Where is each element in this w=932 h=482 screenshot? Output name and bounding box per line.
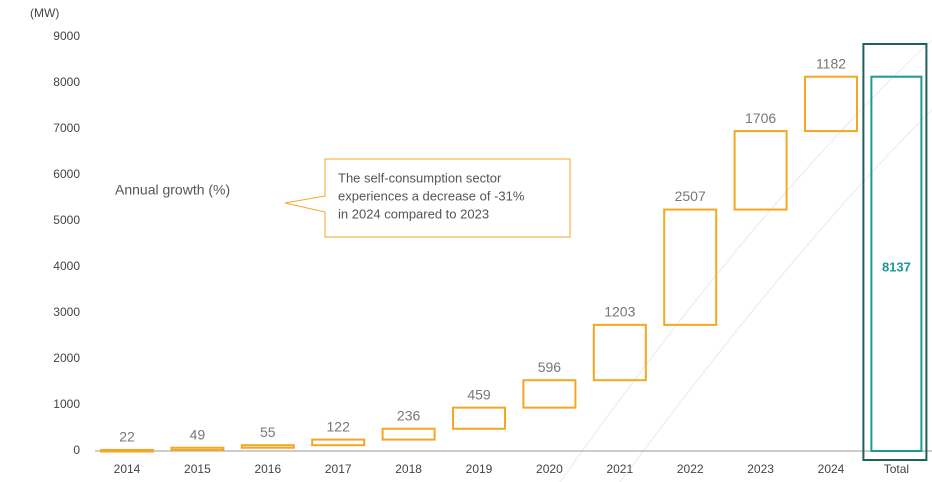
value-label: 122 xyxy=(327,418,351,434)
bar xyxy=(733,130,788,211)
total-bar xyxy=(870,75,923,452)
x-tick-label: 2024 xyxy=(818,462,845,476)
bar xyxy=(100,448,154,453)
y-tick-label: 9000 xyxy=(53,29,80,43)
y-tick-label: 4000 xyxy=(53,259,80,273)
bar xyxy=(522,379,577,409)
x-tick-label: 2022 xyxy=(677,462,704,476)
y-tick-label: 6000 xyxy=(53,167,80,181)
total-value-label: 8137 xyxy=(882,259,911,274)
background-arc xyxy=(619,109,932,482)
y-tick-label: 8000 xyxy=(53,75,80,89)
value-label: 22 xyxy=(119,429,135,445)
total-frame xyxy=(862,43,928,461)
value-label: 459 xyxy=(467,386,491,402)
value-label: 49 xyxy=(190,426,206,442)
x-tick-label: 2015 xyxy=(184,462,211,476)
y-tick-label: 7000 xyxy=(53,121,80,135)
value-label: 2507 xyxy=(675,188,706,204)
x-tick-label: 2019 xyxy=(466,462,493,476)
side-label: Annual growth (%) xyxy=(115,182,230,198)
bar xyxy=(240,444,295,449)
bar xyxy=(592,323,647,382)
x-tick-label: 2018 xyxy=(395,462,422,476)
value-label: 1203 xyxy=(604,304,635,320)
bar xyxy=(381,427,436,441)
x-tick-label: 2020 xyxy=(536,462,563,476)
bar xyxy=(804,75,858,133)
y-tick-label: 0 xyxy=(73,443,80,457)
bar xyxy=(452,406,506,430)
annotation-line: in 2024 compared to 2023 xyxy=(338,206,489,221)
callout-box xyxy=(284,158,571,238)
background-arc xyxy=(559,39,932,482)
y-tick-label: 2000 xyxy=(53,351,80,365)
x-tick-label: 2016 xyxy=(254,462,281,476)
y-tick-label: 1000 xyxy=(53,397,80,411)
bar xyxy=(170,446,225,451)
bar xyxy=(663,208,718,326)
x-tick-label: 2014 xyxy=(114,462,141,476)
y-axis-unit: (MW) xyxy=(30,6,59,20)
x-tick-label: 2017 xyxy=(325,462,352,476)
value-label: 236 xyxy=(397,407,421,423)
annotation-line: experiences a decrease of -31% xyxy=(338,188,525,203)
x-tick-label: 2021 xyxy=(606,462,633,476)
value-label: 55 xyxy=(260,424,276,440)
y-tick-label: 3000 xyxy=(53,305,80,319)
y-tick-label: 5000 xyxy=(53,213,80,227)
value-label: 1182 xyxy=(816,55,846,71)
value-label: 1706 xyxy=(745,110,776,126)
x-tick-label: Total xyxy=(884,462,909,476)
bar xyxy=(311,438,366,447)
x-tick-label: 2023 xyxy=(747,462,774,476)
annotation-line: The self-consumption sector xyxy=(338,170,502,185)
value-label: 596 xyxy=(538,359,562,375)
